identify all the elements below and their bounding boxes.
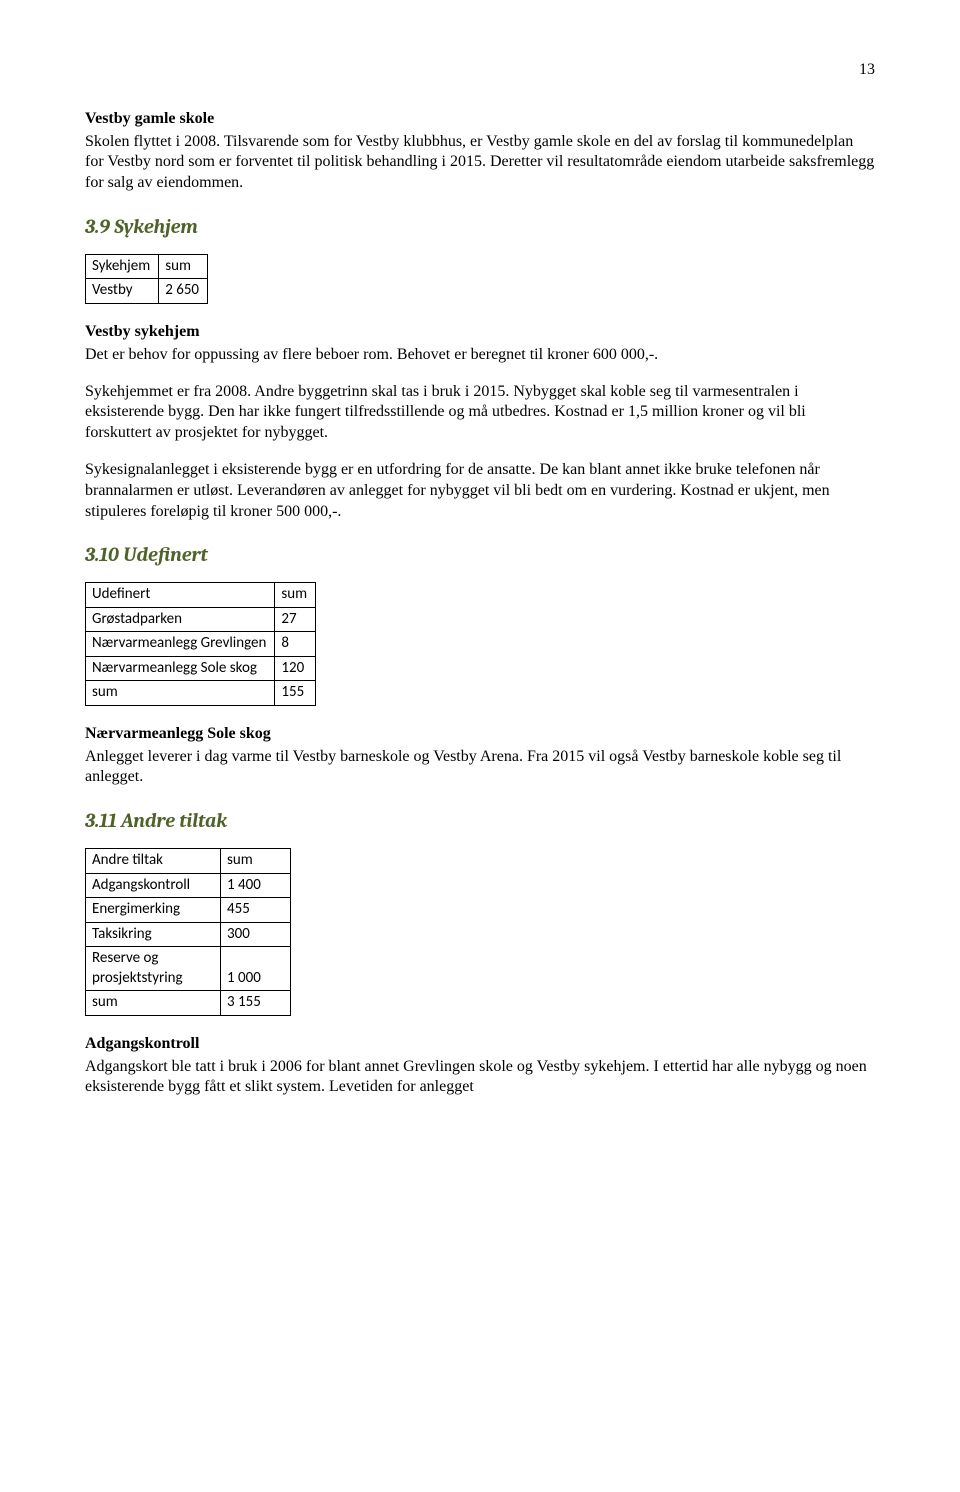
table-row: Nærvarmeanlegg Sole skog 120 xyxy=(86,656,316,681)
table-cell: 2 650 xyxy=(159,279,208,304)
table-cell: 120 xyxy=(275,656,316,681)
table-cell: 3 155 xyxy=(221,991,291,1016)
table-cell: sum xyxy=(86,681,275,706)
heading-adgangskontroll: Adgangskontroll xyxy=(85,1034,875,1055)
table-udefinert: Udefinert sum Grøstadparken 27 Nærvarmea… xyxy=(85,582,316,706)
table-cell: sum xyxy=(221,849,291,874)
table-row: Nærvarmeanlegg Grevlingen 8 xyxy=(86,632,316,657)
table-row: Udefinert sum xyxy=(86,583,316,608)
table-cell: 1 400 xyxy=(221,873,291,898)
section-title-sykehjem: 3.9 Sykehjem xyxy=(85,214,875,240)
table-row: Vestby 2 650 xyxy=(86,279,208,304)
para-vestby-gamle-skole: Skolen flyttet i 2008. Tilsvarende som f… xyxy=(85,132,875,194)
table-row: sum 155 xyxy=(86,681,316,706)
table-cell: Sykehjem xyxy=(86,254,159,279)
para-sykehjem-1: Det er behov for oppussing av flere bebo… xyxy=(85,345,875,366)
para-adgangskontroll: Adgangskort ble tatt i bruk i 2006 for b… xyxy=(85,1057,875,1099)
table-cell: Vestby xyxy=(86,279,159,304)
table-cell: Reserve og prosjektstyring xyxy=(86,947,221,991)
table-cell: sum xyxy=(159,254,208,279)
table-cell: Udefinert xyxy=(86,583,275,608)
table-row: Andre tiltak sum xyxy=(86,849,291,874)
table-cell: 455 xyxy=(221,898,291,923)
table-cell: Adgangskontroll xyxy=(86,873,221,898)
table-cell: Nærvarmeanlegg Grevlingen xyxy=(86,632,275,657)
page-number: 13 xyxy=(85,60,875,81)
table-cell: 8 xyxy=(275,632,316,657)
section-title-andre-tiltak: 3.11 Andre tiltak xyxy=(85,808,875,834)
table-sykehjem: Sykehjem sum Vestby 2 650 xyxy=(85,254,208,304)
heading-naervarmeanlegg: Nærvarmeanlegg Sole skog xyxy=(85,724,875,745)
table-cell: Grøstadparken xyxy=(86,607,275,632)
table-cell: 27 xyxy=(275,607,316,632)
table-row: Adgangskontroll 1 400 xyxy=(86,873,291,898)
table-row: Taksikring 300 xyxy=(86,922,291,947)
table-cell: Energimerking xyxy=(86,898,221,923)
table-cell: Andre tiltak xyxy=(86,849,221,874)
table-row: sum 3 155 xyxy=(86,991,291,1016)
table-cell: Taksikring xyxy=(86,922,221,947)
table-cell: sum xyxy=(275,583,316,608)
section-title-udefinert: 3.10 Udefinert xyxy=(85,542,875,568)
table-row: Energimerking 455 xyxy=(86,898,291,923)
para-naervarmeanlegg: Anlegget leverer i dag varme til Vestby … xyxy=(85,747,875,789)
table-row: Reserve og prosjektstyring 1 000 xyxy=(86,947,291,991)
table-cell: Nærvarmeanlegg Sole skog xyxy=(86,656,275,681)
para-sykehjem-2: Sykehjemmet er fra 2008. Andre byggetrin… xyxy=(85,382,875,444)
table-row: Sykehjem sum xyxy=(86,254,208,279)
table-row: Grøstadparken 27 xyxy=(86,607,316,632)
table-cell: sum xyxy=(86,991,221,1016)
para-sykehjem-3: Sykesignalanlegget i eksisterende bygg e… xyxy=(85,460,875,522)
heading-vestby-sykehjem: Vestby sykehjem xyxy=(85,322,875,343)
table-cell: 1 000 xyxy=(221,947,291,991)
heading-vestby-gamle-skole: Vestby gamle skole xyxy=(85,109,875,130)
table-cell: 155 xyxy=(275,681,316,706)
table-cell: 300 xyxy=(221,922,291,947)
table-andre-tiltak: Andre tiltak sum Adgangskontroll 1 400 E… xyxy=(85,848,291,1016)
